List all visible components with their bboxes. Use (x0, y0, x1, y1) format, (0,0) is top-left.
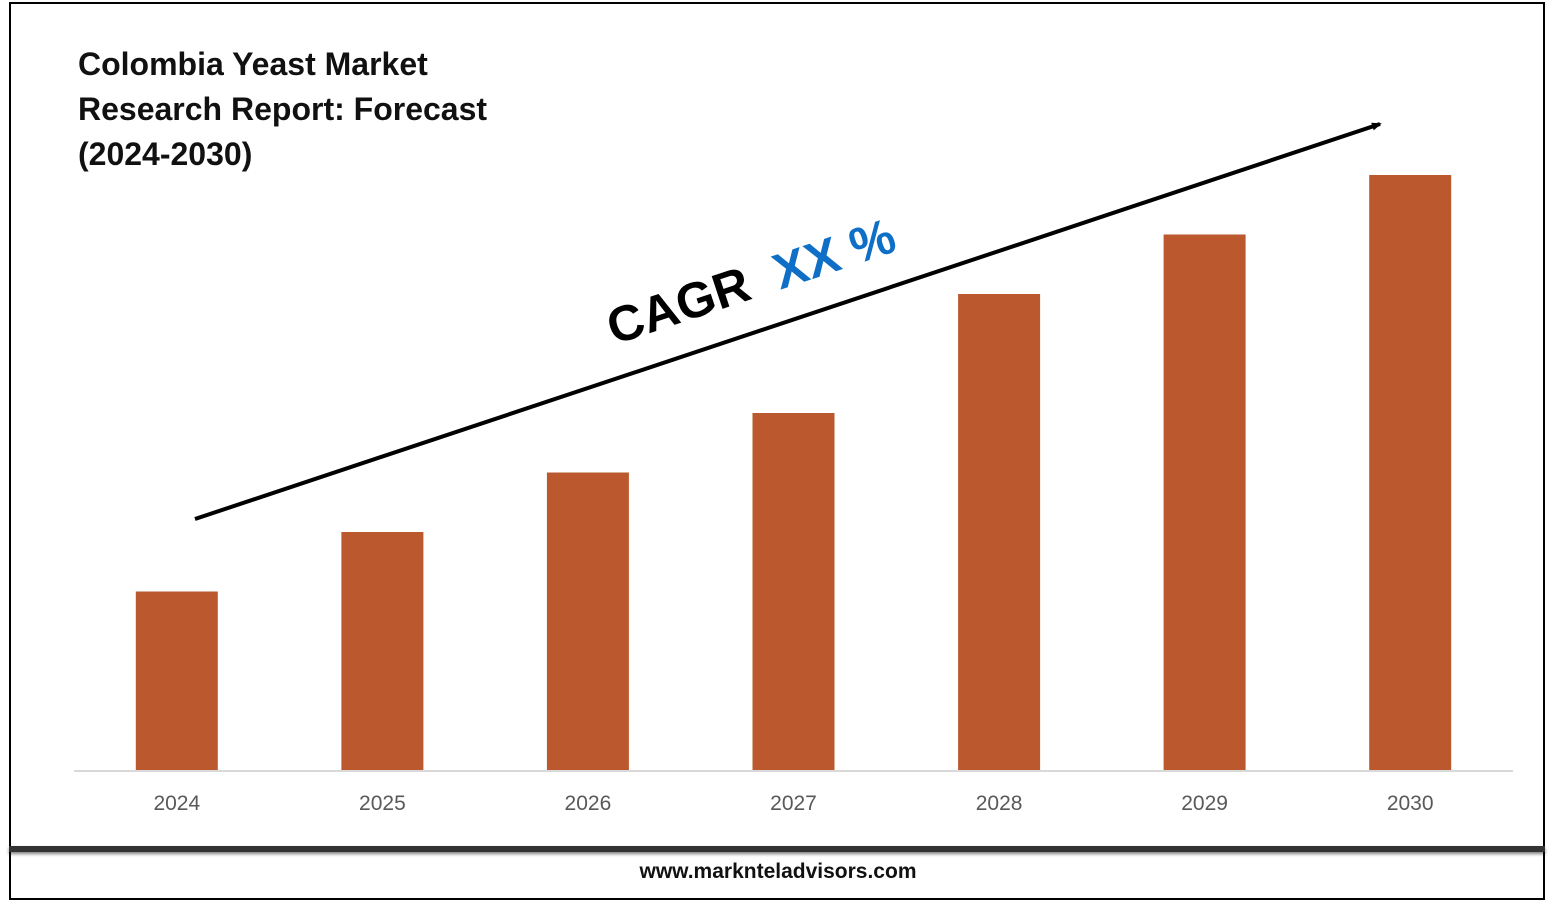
x-tick-label: 2028 (976, 792, 1023, 815)
bar-2027 (752, 413, 835, 770)
title-line-1: Colombia Yeast Market (78, 46, 428, 82)
title-line-2: Research Report: Forecast (78, 91, 488, 127)
x-tick-label: 2029 (1181, 792, 1228, 815)
x-tick-label: 2024 (153, 792, 200, 815)
bar-2024 (135, 591, 218, 770)
bar-2025 (341, 532, 424, 770)
x-tick-label: 2025 (359, 792, 406, 815)
chart-title: Colombia Yeast Market Research Report: F… (78, 42, 538, 177)
footer-divider (9, 846, 1545, 852)
bar-2029 (1163, 234, 1246, 770)
bar-2030 (1369, 175, 1452, 770)
bar-2028 (958, 294, 1041, 770)
x-tick-label: 2027 (770, 792, 817, 815)
title-line-3: (2024-2030) (78, 136, 253, 172)
cagr-value: XX % (766, 208, 902, 301)
footer-website: www.marknteladvisors.com (639, 860, 917, 883)
bar-2026 (546, 472, 629, 770)
x-tick-labels: 2024 2025 2026 2027 2028 2029 2030 (153, 792, 1433, 815)
x-tick-label: 2026 (565, 792, 612, 815)
x-tick-label: 2030 (1387, 792, 1434, 815)
trend-arrow (194, 122, 1382, 521)
bars-group (135, 175, 1452, 770)
